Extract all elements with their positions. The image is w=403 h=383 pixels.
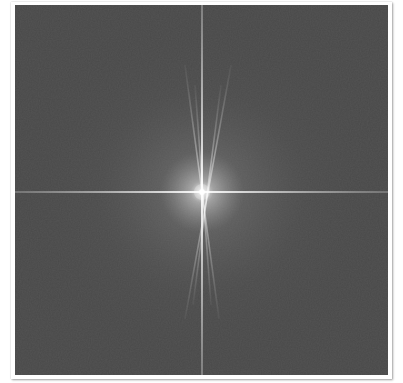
fft-spectrum-image <box>15 5 388 375</box>
image-frame <box>11 2 392 379</box>
dc-halo <box>194 184 210 200</box>
dc-component-point <box>199 189 205 195</box>
